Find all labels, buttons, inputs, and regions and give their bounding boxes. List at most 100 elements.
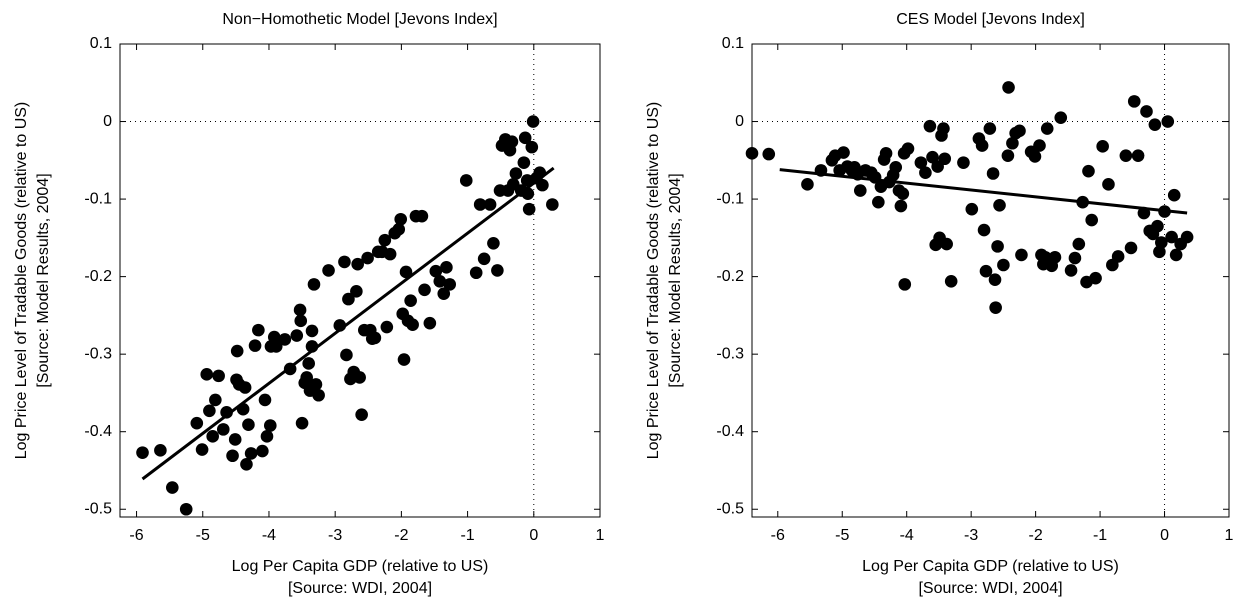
scatter-point xyxy=(342,292,355,306)
scatter-point xyxy=(1180,230,1194,244)
scatter-point xyxy=(1054,111,1068,124)
scatter-point xyxy=(483,198,497,211)
y-tick-label: -0.3 xyxy=(84,345,112,362)
scatter-point xyxy=(392,223,406,236)
scatter-point xyxy=(368,331,382,345)
scatter-point xyxy=(351,257,364,271)
x-tick-label: 1 xyxy=(1225,527,1234,544)
scatter-point xyxy=(1040,122,1054,135)
scatter-point xyxy=(983,122,997,135)
scatter-point xyxy=(338,255,351,269)
scatter-point xyxy=(216,423,230,436)
y-axis-label: [Source: Model Results, 2004] xyxy=(35,173,52,387)
y-tick-label: -0.3 xyxy=(716,345,744,362)
x-axis-label: Log Per Capita GDP (relative to US) xyxy=(232,558,489,575)
scatter-point xyxy=(926,150,939,164)
scatter-point xyxy=(957,156,970,169)
scatter-point xyxy=(923,119,937,133)
scatter-point xyxy=(979,264,993,278)
scatter-point xyxy=(546,198,559,211)
scatter-point xyxy=(889,160,903,174)
scatter-point xyxy=(1111,250,1125,263)
scatter-point xyxy=(1151,219,1164,233)
scatter-point xyxy=(380,320,394,334)
scatter-point xyxy=(1089,271,1102,285)
scatter-point xyxy=(295,416,309,430)
scatter-point xyxy=(278,333,292,346)
x-tick-label: -3 xyxy=(328,527,342,544)
scatter-point xyxy=(1161,115,1175,128)
scatter-point xyxy=(294,314,308,328)
scatter-point xyxy=(399,265,413,279)
scatter-point xyxy=(988,273,1002,287)
scatter-point xyxy=(1002,81,1015,94)
scatter-point xyxy=(244,447,258,460)
x-axis-label: [Source: WDI, 2004] xyxy=(918,580,1062,597)
y-tick-label: -0.5 xyxy=(84,500,112,517)
scatter-point xyxy=(526,115,540,128)
scatter-point xyxy=(505,135,519,149)
x-tick-label: -2 xyxy=(1029,527,1043,544)
scatter-point xyxy=(154,444,167,457)
x-axis-label: Log Per Capita GDP (relative to US) xyxy=(862,558,1119,575)
scatter-point xyxy=(1028,150,1042,163)
scatter-point xyxy=(302,357,315,370)
y-tick-label: -0.4 xyxy=(84,423,112,440)
x-tick-label: -5 xyxy=(835,527,849,544)
scatter-point xyxy=(879,147,893,160)
scatter-point xyxy=(1015,248,1028,262)
scatter-point xyxy=(975,139,989,152)
scatter-point xyxy=(350,285,363,298)
y-axis-label: Log Price Level of Tradable Goods (relat… xyxy=(13,102,30,460)
scatter-point xyxy=(1006,136,1019,150)
y-tick-label: -0.1 xyxy=(716,190,744,207)
scatter-point xyxy=(1064,264,1078,277)
scatter-point xyxy=(989,301,1002,314)
scatter-point xyxy=(977,223,991,237)
scatter-point xyxy=(238,381,252,394)
scatter-point xyxy=(469,266,483,280)
scatter-point xyxy=(522,202,536,216)
scatter-point xyxy=(986,167,1000,180)
scatter-point xyxy=(517,156,531,169)
scatter-point xyxy=(901,142,915,155)
scatter-point xyxy=(1140,105,1153,118)
scatter-point xyxy=(443,278,457,291)
fit-line xyxy=(141,166,555,481)
scatter-point xyxy=(166,481,179,494)
y-tick-label: 0 xyxy=(103,113,112,130)
scatter-point xyxy=(1169,248,1183,262)
scatter-point xyxy=(914,156,928,169)
scatter-point xyxy=(383,247,397,261)
scatter-point xyxy=(801,178,814,191)
scatter-point xyxy=(355,408,368,421)
scatter-point xyxy=(1124,241,1138,255)
y-tick-label: 0 xyxy=(735,113,744,130)
scatter-point xyxy=(228,433,242,446)
x-tick-label: -4 xyxy=(900,527,914,544)
scatter-point xyxy=(418,283,431,297)
y-tick-label: -0.5 xyxy=(716,500,744,517)
x-tick-label: -5 xyxy=(196,527,210,544)
scatter-point xyxy=(1001,149,1015,162)
scatter-point xyxy=(307,278,321,291)
scatter-point xyxy=(206,430,219,443)
scatter-point xyxy=(1068,251,1082,265)
plot-area xyxy=(120,44,600,517)
scatter-point xyxy=(203,404,216,418)
x-tick-label: 0 xyxy=(1160,527,1169,544)
scatter-point xyxy=(1085,213,1099,227)
y-tick-label: -0.1 xyxy=(84,190,112,207)
scatter-point xyxy=(190,416,204,430)
scatter-point xyxy=(136,446,149,459)
scatter-point xyxy=(1155,236,1168,249)
scatter-point xyxy=(938,152,952,166)
scatter-point xyxy=(937,122,950,135)
scatter-point xyxy=(1013,124,1026,138)
scatter-point xyxy=(209,393,222,407)
x-tick-label: -2 xyxy=(394,527,408,544)
y-tick-label: -0.4 xyxy=(716,423,744,440)
x-axis-label: [Source: WDI, 2004] xyxy=(288,580,432,597)
scatter-point xyxy=(1038,250,1052,264)
